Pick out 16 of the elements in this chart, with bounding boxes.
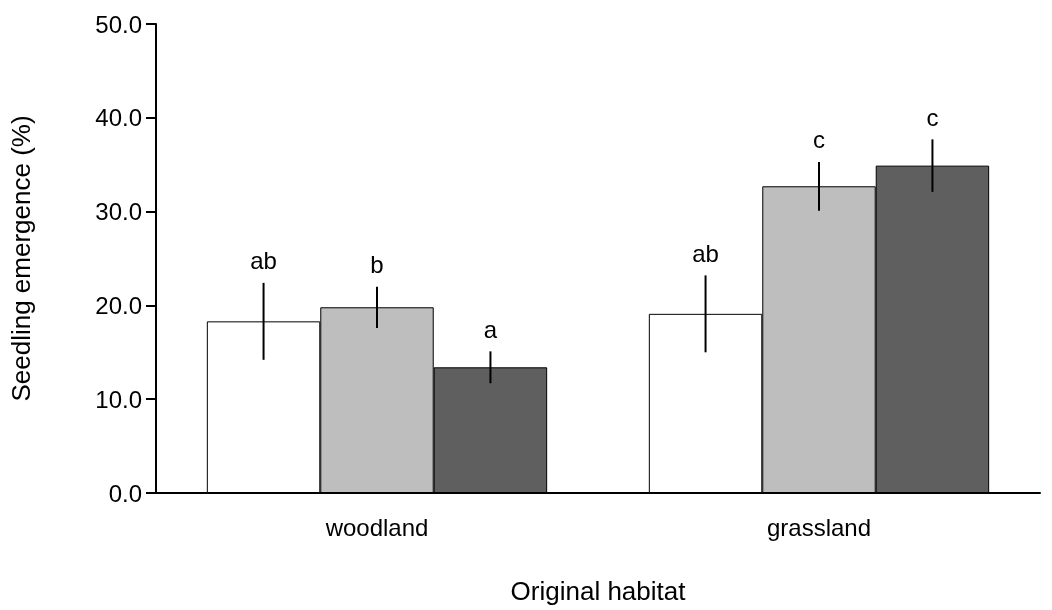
y-tick-label: 0.0 [108,479,142,507]
x-tick-label: grassland [766,513,872,541]
y-tick-label: 40.0 [95,104,142,132]
data-label: a [483,315,498,343]
y-axis-title: Seedling emergence (%) [6,115,36,402]
y-tick-label: 50.0 [95,10,142,38]
data-label: b [370,251,384,279]
x-axis-title: Original habitat [510,576,687,606]
data-label: c [926,103,939,131]
data-label: ab [250,247,277,275]
y-tick-label: 10.0 [95,385,142,413]
y-tick-label: 30.0 [95,198,142,226]
data-label: c [813,126,825,154]
y-tick-label: 20.0 [95,291,142,319]
data-label: ab [692,239,719,267]
x-tick-label: woodland [324,513,429,541]
